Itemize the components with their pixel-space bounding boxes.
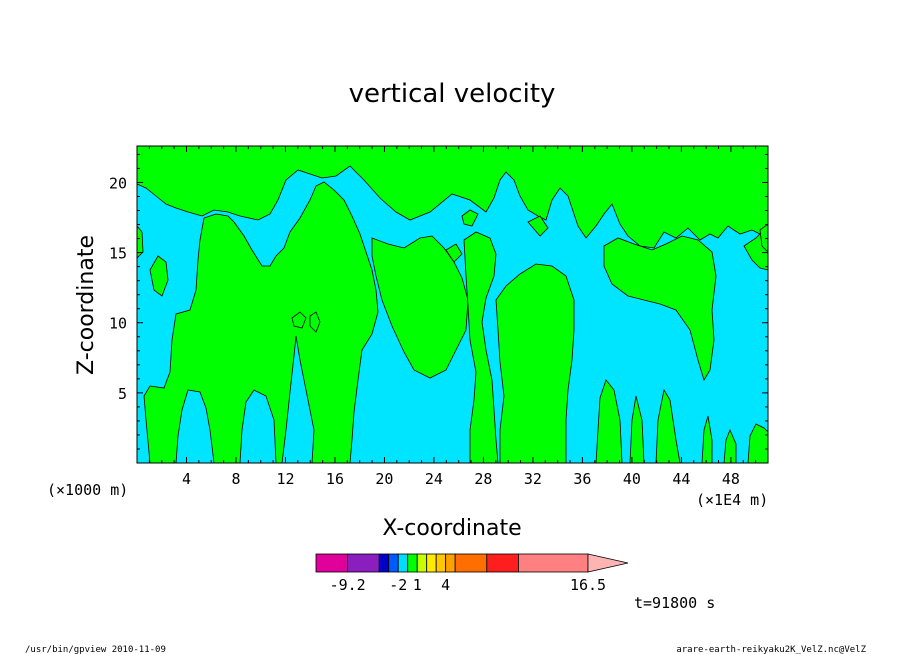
positive-velocity-region xyxy=(463,231,499,464)
y-tick-label: 5 xyxy=(118,385,127,403)
colorbar-label: -9.2 xyxy=(330,576,366,594)
colorbar-segment xyxy=(486,553,519,573)
positive-velocity-region xyxy=(309,311,321,333)
x-tick-label: 48 xyxy=(722,470,740,488)
positive-velocity-region xyxy=(143,181,379,464)
colorbar-extend-arrow xyxy=(587,553,629,573)
x-tick-label: 12 xyxy=(276,470,294,488)
footer-right: arare-earth-reikyaku2K_VelZ.nc@VelZ xyxy=(676,645,866,654)
x-tick-label: 24 xyxy=(425,470,443,488)
x-tick-label: 16 xyxy=(326,470,344,488)
colorbar-segment xyxy=(416,553,428,573)
colorbar-segment xyxy=(378,553,390,573)
colorbar-segment xyxy=(315,553,349,573)
positive-velocity-region xyxy=(445,243,463,263)
colorbar-segment xyxy=(518,553,589,573)
time-label: t=91800 s xyxy=(634,594,715,612)
x-tick-label: 36 xyxy=(573,470,591,488)
y-tick-label: 20 xyxy=(109,174,127,192)
colorbar-label: 16.5 xyxy=(570,576,606,594)
y-tick-label: 10 xyxy=(109,315,127,333)
colorbar-label: 4 xyxy=(441,576,450,594)
x-tick-label: 40 xyxy=(623,470,641,488)
x-unit-label: (×1E4 m) xyxy=(696,491,768,509)
positive-velocity-region xyxy=(149,255,169,297)
colorbar-segment xyxy=(426,553,437,573)
colorbar-segment xyxy=(407,553,418,573)
positive-velocity-region xyxy=(291,311,307,329)
colorbar-segment xyxy=(454,553,488,573)
positive-velocity-region xyxy=(371,235,469,379)
x-tick-label: 20 xyxy=(375,470,393,488)
footer-left: /usr/bin/gpview 2010-11-09 xyxy=(25,645,166,654)
colorbar-label: 1 xyxy=(413,576,422,594)
positive-velocity-region xyxy=(461,209,479,227)
x-tick-label: 8 xyxy=(231,470,240,488)
positive-velocity-region xyxy=(495,263,575,464)
contour-regions xyxy=(136,145,769,464)
colorbar-segment xyxy=(388,553,399,573)
plot-frame xyxy=(136,145,769,464)
positive-velocity-region xyxy=(603,235,717,381)
y-unit-label: (×1000 m) xyxy=(47,481,128,499)
y-axis-label: Z-coordinate xyxy=(74,235,99,375)
x-tick-label: 4 xyxy=(182,470,191,488)
positive-velocity-region xyxy=(595,379,623,464)
colorbar-segment xyxy=(445,553,456,573)
positive-velocity-region xyxy=(136,145,769,249)
colorbar-segment xyxy=(435,553,447,573)
x-tick-label: 32 xyxy=(524,470,542,488)
colorbar: -9.2 -2 1 4 16.5 xyxy=(315,553,629,594)
x-axis-label: X-coordinate xyxy=(382,516,521,541)
colorbar-segment xyxy=(397,553,409,573)
colorbar-label: -2 xyxy=(389,576,407,594)
chart-title: vertical velocity xyxy=(349,79,556,109)
x-tick-label: 28 xyxy=(474,470,492,488)
y-tick-label: 15 xyxy=(109,245,127,263)
positive-velocity-region xyxy=(527,215,549,237)
x-tick-label: 44 xyxy=(672,470,690,488)
colorbar-segment xyxy=(347,553,380,573)
